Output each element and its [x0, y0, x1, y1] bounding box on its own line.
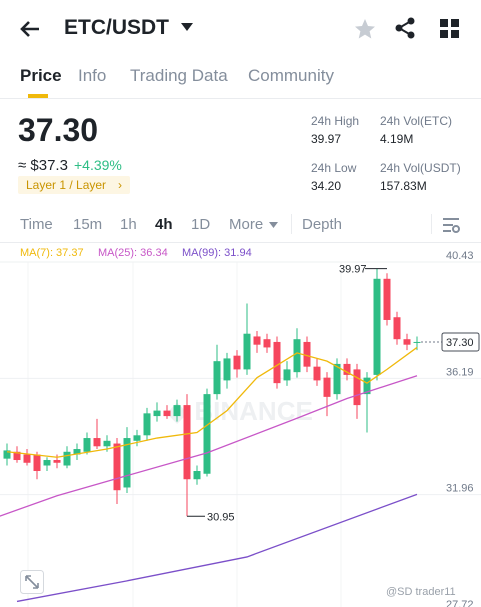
indicator-settings-icon[interactable]: [442, 217, 460, 233]
category-tag-text: Layer 1 / Layer: [26, 178, 107, 192]
candle-body: [253, 336, 261, 345]
y-tick-label: 40.43: [446, 250, 474, 262]
stat-label: 24h High: [311, 114, 360, 128]
candle-body: [313, 366, 321, 381]
candle-body: [363, 377, 371, 395]
fiat-price: ≈ $37.3: [18, 157, 68, 174]
candle-body: [193, 471, 201, 480]
candle-body: [323, 377, 331, 397]
candle-body: [393, 317, 401, 340]
candle-body: [63, 451, 71, 466]
stat-value: 157.83M: [380, 179, 427, 193]
candle-body: [83, 438, 91, 452]
timeframe[interactable]: Depth: [302, 216, 343, 233]
pair-dropdown[interactable]: [180, 22, 194, 32]
current-price-box: [441, 332, 480, 352]
y-tick-label: 36.19: [446, 366, 474, 378]
candle-body: [263, 339, 271, 348]
separator: [431, 214, 432, 234]
candle-body: [103, 440, 111, 447]
candle-body: [3, 450, 11, 459]
last-price: 37.30: [18, 112, 99, 148]
more-dropdown[interactable]: [269, 222, 278, 229]
candle-body: [93, 438, 101, 447]
candle-body: [73, 449, 81, 455]
tab[interactable]: Community: [248, 66, 334, 85]
high-label: 39.97: [339, 264, 367, 276]
candle-body: [283, 369, 291, 381]
watermark: @SD trader11: [386, 586, 456, 598]
fullscreen-button[interactable]: [20, 570, 44, 594]
candle-body: [213, 361, 221, 395]
candle-body: [343, 363, 351, 375]
candle-body: [153, 410, 161, 417]
candle-body: [163, 410, 171, 417]
candle-body: [223, 358, 231, 381]
stat-value: 39.97: [311, 132, 342, 146]
ma-line: [6, 346, 418, 458]
divider: [0, 242, 481, 243]
divider: [0, 98, 481, 99]
candle-body: [23, 454, 31, 463]
candle-body: [183, 405, 191, 480]
candle-body: [243, 333, 251, 370]
candle-body: [13, 451, 21, 461]
menu-grid-icon[interactable]: [440, 19, 459, 38]
current-price-label: 37.30: [446, 337, 474, 349]
stat-value: 4.19M: [380, 132, 414, 146]
ma-line: [0, 375, 418, 517]
tab[interactable]: Info: [78, 66, 107, 85]
candle-body: [303, 341, 311, 367]
candle-body: [123, 438, 131, 488]
pair-title[interactable]: ETC/USDT: [64, 16, 169, 39]
candle-body: [173, 405, 181, 417]
timeframe[interactable]: More: [229, 216, 264, 233]
candle-body: [353, 369, 361, 406]
candle-body: [143, 413, 151, 436]
candle-body: [273, 341, 281, 384]
stat-label: 24h Vol(ETC): [380, 114, 453, 128]
category-tag[interactable]: Layer 1 / Layer ›: [18, 176, 131, 194]
candle-body: [43, 460, 51, 466]
timeframe[interactable]: 1D: [191, 216, 211, 233]
candle-body: [413, 341, 421, 343]
candle-body: [113, 443, 121, 491]
candle-body: [293, 339, 301, 373]
candle-body: [133, 435, 141, 441]
timeframe[interactable]: Time: [20, 216, 53, 233]
tab[interactable]: Price: [20, 66, 62, 85]
candle-body: [383, 278, 391, 320]
timeframe[interactable]: 4h: [155, 216, 173, 233]
candle-body: [333, 363, 341, 395]
timeframe[interactable]: 15m: [73, 216, 103, 233]
candle-body: [33, 454, 41, 472]
stat-label: 24h Vol(USDT): [380, 161, 461, 175]
candle-body: [233, 355, 241, 370]
favorite-icon[interactable]: [354, 18, 376, 40]
stat-label: 24h Low: [311, 161, 357, 175]
stat-value: 34.20: [311, 179, 342, 193]
ma-legend: MA(25): 36.34: [98, 247, 168, 259]
ma-line: [16, 493, 418, 603]
ma-legend: MA(99): 31.94: [182, 247, 252, 259]
y-tick-label: 31.96: [446, 483, 474, 495]
candle-body: [373, 278, 381, 375]
candle-body: [403, 339, 411, 345]
back-button[interactable]: [18, 17, 42, 41]
y-tick-label: 27.72: [446, 599, 474, 607]
candle-body: [203, 394, 211, 474]
ma-legend: MA(7): 37.37: [20, 247, 84, 259]
separator: [291, 214, 292, 234]
tab-indicator: [28, 94, 48, 98]
timeframe[interactable]: 1h: [120, 216, 137, 233]
tab[interactable]: Trading Data: [130, 66, 228, 85]
share-icon[interactable]: [394, 17, 416, 39]
low-label: 30.95: [207, 511, 235, 523]
candle-body: [53, 460, 61, 463]
price-change: +4.39%: [74, 157, 122, 173]
